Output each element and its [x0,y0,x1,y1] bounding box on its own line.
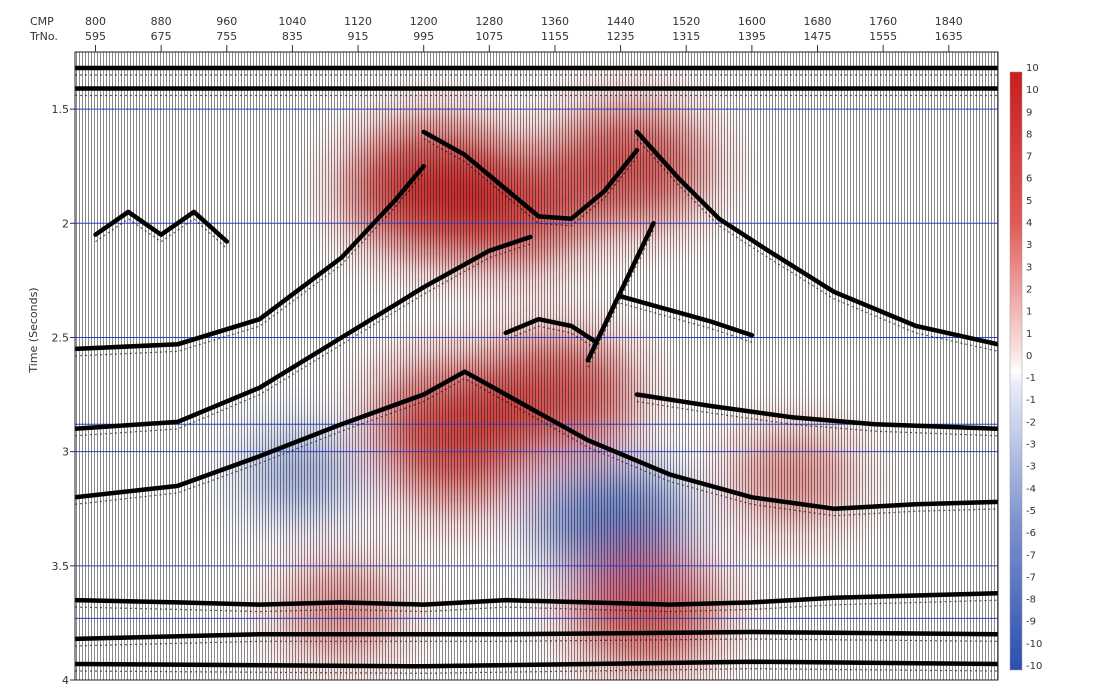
reflector-wavelet [636,138,998,352]
reflector-event [75,369,998,511]
y-tick-label: 3 [62,446,69,459]
top-tick-trno: 1315 [672,30,700,43]
top-axis-cmp-label: CMP [30,15,54,28]
reflector-layer [75,65,998,674]
top-tick-trno: 995 [413,30,434,43]
y-axis-title: Time (Seconds) [27,287,40,373]
reflector-event [75,629,998,642]
colorbar-tick-label: 7 [1026,152,1032,163]
top-tick-cmp: 1760 [869,15,897,28]
top-tick-trno: 755 [216,30,237,43]
colorbar-tick-label: 3 [1026,240,1032,251]
colorbar-tick-label: 5 [1026,196,1032,207]
colorbar-tick-label: 3 [1026,262,1032,273]
reflector-event [75,234,533,432]
y-tick-label: 2 [62,217,69,230]
y-tick-label: 1.5 [52,103,70,116]
colorbar-tick-label: 6 [1026,174,1032,185]
top-tick-cmp: 1280 [475,15,503,28]
colorbar-tick-label: -8 [1026,595,1036,606]
reflector-wavelet [636,400,998,437]
top-tick-trno: 1555 [869,30,897,43]
colorbar-tick-label: 0 [1026,351,1032,362]
top-tick-trno: 1155 [541,30,569,43]
reflector-wavelet [587,230,654,368]
reflector-wavelet [620,302,753,343]
reflector-wavelet [75,638,998,647]
top-tick-cmp: 1120 [344,15,372,28]
top-tick-cmp: 1440 [607,15,635,28]
top-tick-cmp: 1520 [672,15,700,28]
top-tick-cmp: 800 [85,15,106,28]
colorbar-tick-label: -2 [1026,417,1036,428]
colorbar-tick-label: -10 [1026,639,1042,650]
reflector-event [93,209,230,244]
colorbar-tick-label: -1 [1026,373,1036,384]
y-axis-ticks: 1.5 2 2.5 3 3.5 4 [52,103,75,687]
colorbar-tick-label: 4 [1026,218,1032,229]
top-tick-trno: 1075 [475,30,503,43]
reflector-event [618,294,755,338]
colorbar-tick-label: -5 [1026,506,1036,517]
plot-frame [74,51,999,681]
top-axis-ticks: 800 595 880 675 960 755 1040 835 1120 915 1200 995 1… [85,15,963,52]
top-tick-trno: 1235 [607,30,635,43]
colorbar-tick-label: 10 [1026,63,1039,74]
colorbar-tick-label: -7 [1026,572,1036,583]
top-tick-trno: 1395 [738,30,766,43]
reflector-event [75,163,426,352]
top-tick-trno: 595 [85,30,106,43]
colorbar-tick-label: -9 [1026,617,1036,628]
colorbar-tick-label: 9 [1026,107,1032,118]
top-tick-trno: 1475 [804,30,832,43]
y-tick-label: 3.5 [52,560,70,573]
top-tick-cmp: 1200 [410,15,438,28]
colorbar-labels: 1010987654332110-1-1-2-3-3-4-5-6-7-7-8-9… [1026,63,1042,672]
reflector-wavelet [75,378,998,517]
y-tick-label: 4 [62,674,69,687]
reflector-event [75,590,998,607]
top-tick-cmp: 1840 [935,15,963,28]
grid-layer [75,108,998,619]
colorbar: 1010987654332110-1-1-2-3-3-4-5-6-7-7-8-9… [1009,63,1042,672]
colorbar-gradient [1009,71,1023,671]
reflector-event [585,221,656,363]
top-tick-cmp: 1600 [738,15,766,28]
top-tick-trno: 915 [348,30,369,43]
reflector-event [634,392,998,432]
colorbar-tick-label: 8 [1026,129,1032,140]
top-tick-cmp: 1040 [278,15,306,28]
colorbar-tick-label: -1 [1026,395,1036,406]
reflector-event [634,129,998,347]
colorbar-tick-label: -4 [1026,484,1036,495]
reflector-wavelet [423,138,638,227]
colorbar-tick-label: 10 [1026,85,1039,96]
y-tick-label: 2.5 [52,331,70,344]
colorbar-tick-label: -3 [1026,440,1036,451]
colorbar-tick-label: 1 [1026,307,1032,318]
colorbar-tick-label: 1 [1026,329,1032,340]
colorbar-tick-label: -7 [1026,550,1036,561]
reflector-wavelet [75,172,425,357]
top-tick-cmp: 1680 [804,15,832,28]
reflector-wavelet [75,599,998,613]
top-tick-trno: 675 [151,30,172,43]
reflector-wavelet [95,218,228,249]
colorbar-tick-label: -3 [1026,462,1036,473]
trace-texture [75,52,998,680]
top-tick-cmp: 1360 [541,15,569,28]
top-tick-trno: 1635 [935,30,963,43]
reflector-event [75,659,998,669]
top-tick-cmp: 960 [216,15,237,28]
top-tick-cmp: 880 [151,15,172,28]
reflector-event [503,316,599,345]
colorbar-tick-label: 2 [1026,284,1032,295]
top-axis-trno-label: TrNo. [29,30,58,43]
colorbar-tick-label: -10 [1026,661,1042,672]
reflector-event [421,129,640,221]
plot-area [75,52,998,680]
colorbar-tick-label: -6 [1026,528,1036,539]
top-tick-trno: 835 [282,30,303,43]
